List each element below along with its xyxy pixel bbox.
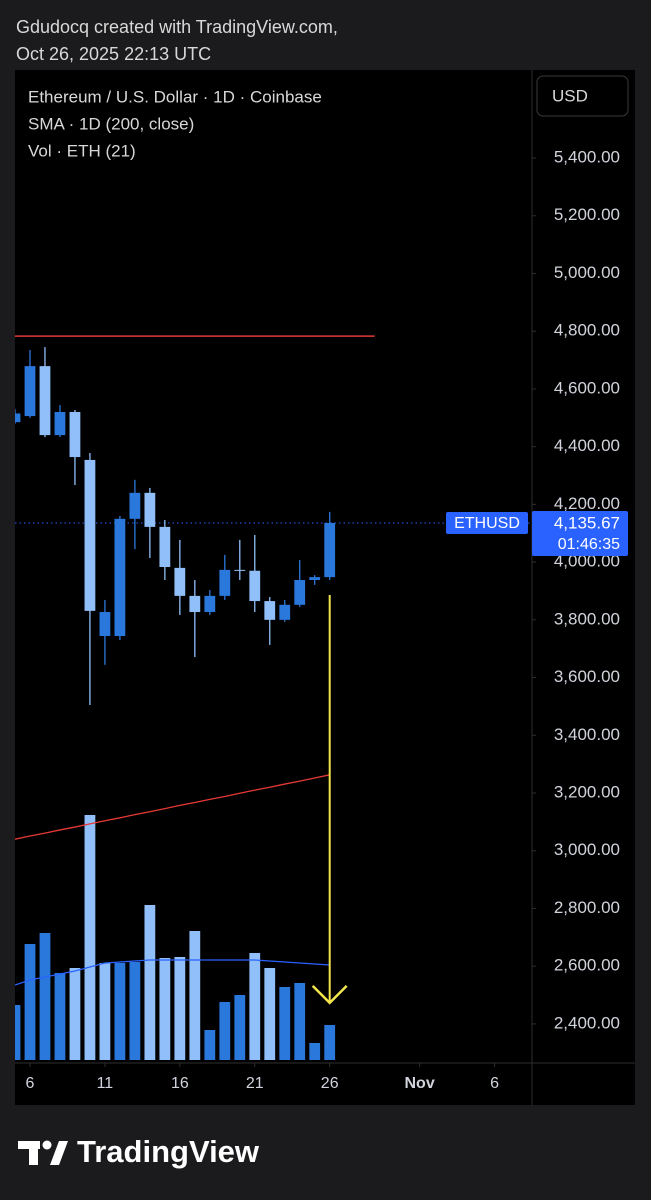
candle-body <box>264 601 276 620</box>
x-tick-label: 11 <box>97 1075 114 1092</box>
arrow-head <box>311 984 348 1005</box>
header-line: Oct 26, 2025 22:13 UTC <box>16 44 211 64</box>
volume-bar <box>144 905 156 1060</box>
volume-bar <box>84 815 96 1060</box>
logo-mark <box>29 1141 38 1165</box>
candle-body <box>24 366 36 417</box>
volume-bar <box>294 983 306 1060</box>
volume-bar <box>54 973 66 1060</box>
y-tick-label: 4,800.00 <box>554 321 620 340</box>
volume-bar <box>129 962 141 1060</box>
y-tick-label: 4,400.00 <box>554 436 620 455</box>
x-tick-label: 26 <box>321 1075 339 1092</box>
y-tick-label: 2,600.00 <box>554 956 620 975</box>
currency-label[interactable]: USD <box>552 86 588 105</box>
candle-body <box>204 595 216 613</box>
x-tick-label: 21 <box>246 1075 264 1092</box>
candle-body <box>99 612 111 636</box>
logo-mark <box>42 1140 52 1150</box>
volume-bar <box>324 1025 336 1060</box>
logo <box>18 1140 68 1165</box>
y-tick-label: 3,000.00 <box>554 840 620 859</box>
candle-body <box>129 492 141 519</box>
x-tick-label: 6 <box>490 1075 499 1092</box>
currency-button[interactable] <box>536 75 629 117</box>
candle-body <box>84 459 96 611</box>
y-tick-label: 5,200.00 <box>554 205 620 224</box>
brand: TradingView <box>77 1134 260 1169</box>
candle-body <box>234 569 246 571</box>
y-tick-label: 5,400.00 <box>554 148 620 167</box>
candle-body <box>174 567 186 596</box>
volume-bar <box>159 958 171 1060</box>
volume-bar <box>279 987 291 1060</box>
x-tick-label: 16 <box>171 1075 189 1092</box>
y-tick-label: 4,600.00 <box>554 378 620 397</box>
volume-bar <box>69 968 81 1060</box>
volume-bar <box>264 968 276 1060</box>
sma-line <box>15 774 330 840</box>
header-line: Gdudocq created with TradingView.com, <box>16 17 338 37</box>
volume-bar <box>99 963 111 1060</box>
y-tick-label: 3,600.00 <box>554 667 620 686</box>
volume-bar <box>174 957 186 1060</box>
candle-body <box>324 522 336 578</box>
legend-entry: SMA · 1D (200, close) <box>28 114 194 133</box>
volume-bar <box>15 1005 21 1060</box>
y-tick-label: 2,400.00 <box>554 1013 620 1032</box>
chart-pane <box>15 70 635 1105</box>
y-tick-label: 5,000.00 <box>554 263 620 282</box>
volume-bar <box>114 963 126 1060</box>
y-tick-label: 3,800.00 <box>554 609 620 628</box>
candle-body <box>54 412 66 436</box>
y-tick-label: 4,000.00 <box>554 552 620 571</box>
candle-body <box>69 412 81 458</box>
y-tick-label: 3,400.00 <box>554 725 620 744</box>
candle-body <box>309 577 321 580</box>
x-tick-label: 6 <box>26 1075 35 1092</box>
x-tick-label: Nov <box>404 1075 434 1092</box>
chart-title: Ethereum / U.S. Dollar · 1D · Coinbase <box>28 87 322 106</box>
volume-bar <box>309 1043 321 1060</box>
price-label: 4,135.67 <box>554 513 620 532</box>
candle-body <box>279 604 291 620</box>
candle-body <box>189 595 201 613</box>
candle-body <box>144 492 156 527</box>
volume-bar <box>189 931 201 1060</box>
legend-entry: Vol · ETH (21) <box>28 141 136 160</box>
logo-mark <box>50 1141 68 1165</box>
price-tag <box>532 510 628 556</box>
countdown-label: 01:46:35 <box>558 536 620 553</box>
volume-bar <box>204 1030 216 1060</box>
candle-body <box>249 570 261 602</box>
candle-body <box>294 579 306 605</box>
candle-body <box>159 526 171 568</box>
volume-bar <box>219 1002 231 1060</box>
volume-bar <box>249 953 261 1060</box>
volume-bar <box>234 995 246 1060</box>
volume-bar <box>24 944 36 1060</box>
candle-body <box>114 518 126 636</box>
y-tick-label: 2,800.00 <box>554 898 620 917</box>
y-tick-label: 3,200.00 <box>554 782 620 801</box>
volume-ma-line <box>15 959 330 986</box>
symbol-tag <box>446 511 528 534</box>
candle-body <box>219 569 231 596</box>
symbol-label: ETHUSD <box>454 515 520 532</box>
candle-body <box>39 366 51 436</box>
y-tick-label: 4,200.00 <box>554 494 620 513</box>
candle-body <box>15 413 21 423</box>
volume-bar <box>39 933 51 1060</box>
plot <box>15 335 532 1060</box>
